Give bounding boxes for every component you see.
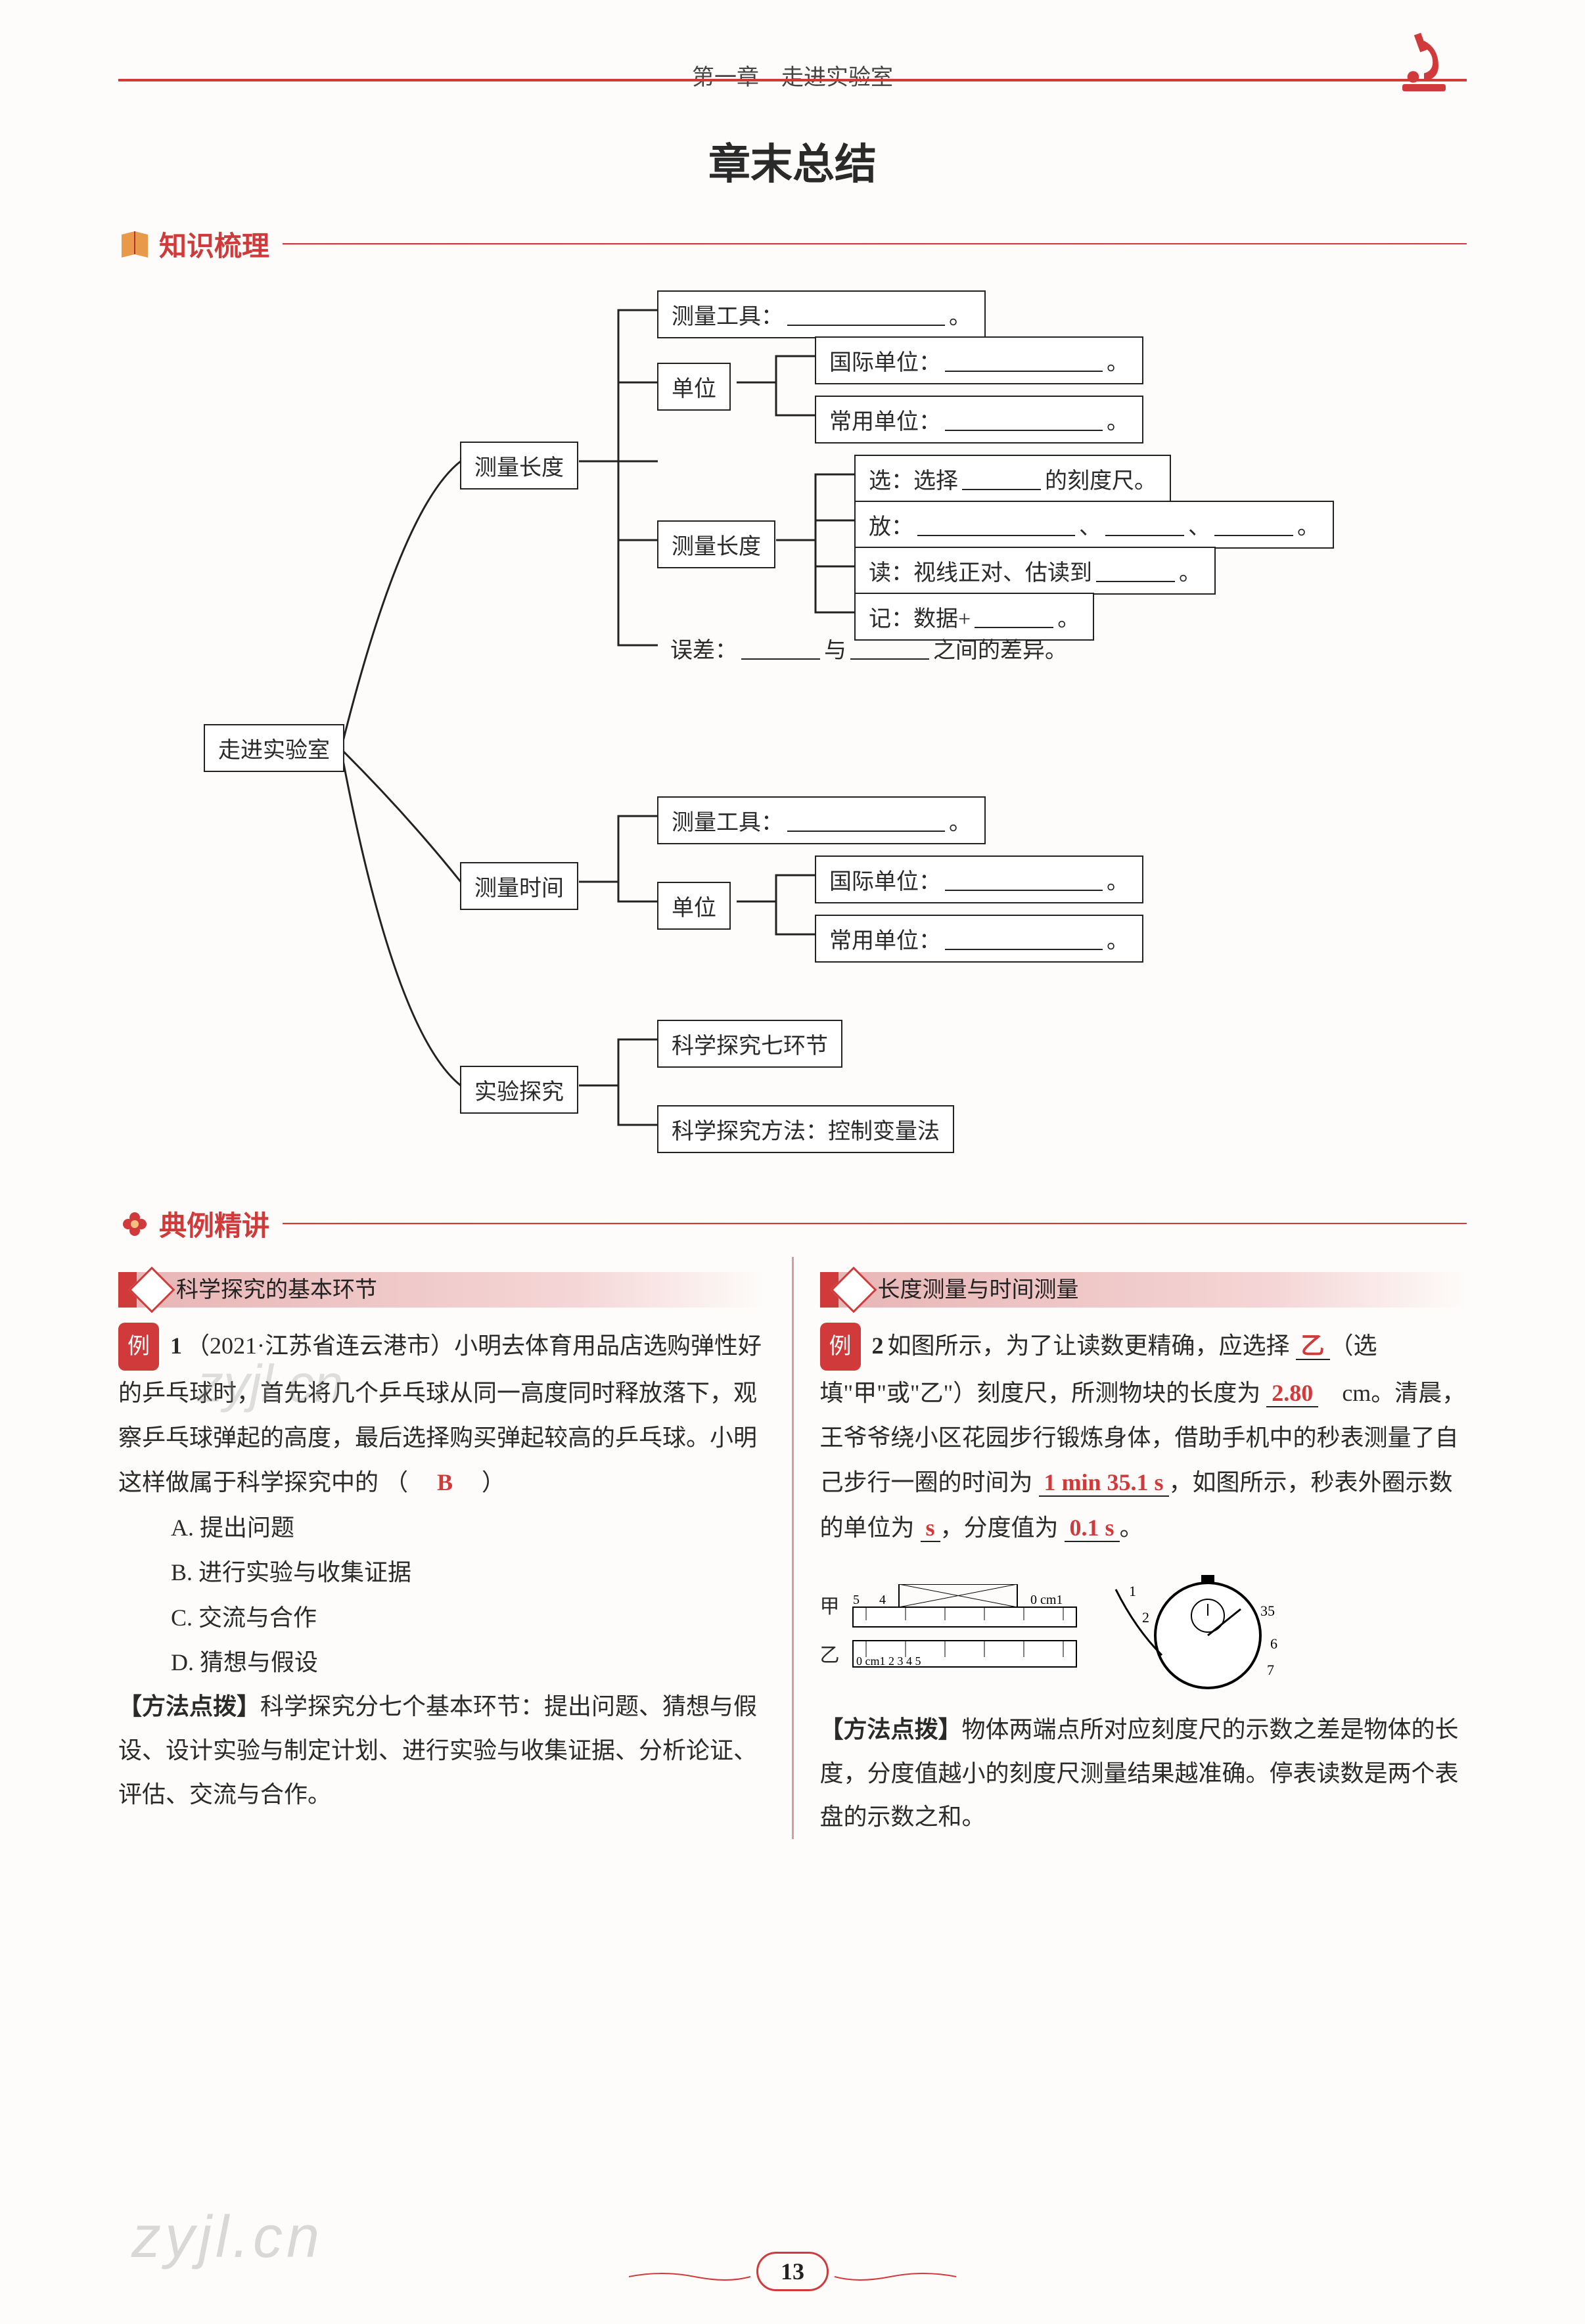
section-outline-header: 知识梳理 bbox=[118, 224, 1467, 264]
ex2-b1: 如图所示，为了让读数更精确，应选择 bbox=[888, 1333, 1290, 1359]
node-experiment: 实验探究 bbox=[460, 1066, 578, 1114]
ex2-a2: 2.80 bbox=[1266, 1380, 1318, 1407]
label: 国际单位： bbox=[829, 344, 941, 376]
node-root: 走进实验室 bbox=[204, 724, 344, 772]
ruler-label-top: 甲 bbox=[820, 1588, 840, 1626]
l2: 与 bbox=[824, 632, 846, 664]
section-examples-header: 典例精讲 bbox=[118, 1204, 1467, 1244]
ruler-figure: 甲 5 4 0 cm1 乙 bbox=[820, 1563, 1467, 1695]
page-title: 章末总结 bbox=[118, 131, 1467, 191]
ruler-label-bottom: 乙 bbox=[820, 1637, 840, 1674]
node-measure-length: 测量长度 bbox=[460, 442, 578, 490]
topic-banner-right: 长度测量与时间测量 bbox=[820, 1270, 1467, 1310]
svg-text:0 cm1 2 3 4 5: 0 cm1 2 3 4 5 bbox=[856, 1654, 921, 1668]
label: 国际单位： bbox=[829, 863, 941, 896]
section-outline-title: 知识梳理 bbox=[159, 224, 269, 264]
two-column-layout: 科学探究的基本环节 例 1（2021·江苏省连云港市）小明去体育用品店选购弹性好… bbox=[118, 1257, 1467, 1839]
ex2-a1: 乙 bbox=[1296, 1333, 1330, 1360]
node-common-unit2: 常用单位：。 bbox=[815, 915, 1143, 963]
node-inquiry-method: 科学探究方法：控制变量法 bbox=[657, 1105, 954, 1153]
microscope-icon bbox=[1388, 26, 1460, 99]
section-examples-title: 典例精讲 bbox=[159, 1204, 269, 1244]
option-a: A. 提出问题 bbox=[118, 1505, 766, 1550]
example-1-num: 1 bbox=[170, 1333, 182, 1359]
example-tag2: 例 bbox=[820, 1323, 861, 1371]
example-tag: 例 bbox=[118, 1323, 159, 1371]
section-underline bbox=[283, 243, 1467, 245]
node-step-place: 放：、、。 bbox=[854, 501, 1334, 549]
label: 选：选择 bbox=[869, 463, 958, 495]
example-2-num: 2 bbox=[872, 1333, 884, 1359]
label: 放： bbox=[869, 509, 913, 541]
flower-icon bbox=[118, 1208, 151, 1241]
node-step-read: 读：视线正对、估读到。 bbox=[854, 547, 1216, 595]
label: 常用单位： bbox=[829, 403, 941, 436]
node-measure-time: 测量时间 bbox=[460, 862, 578, 910]
page-number: 13 bbox=[756, 2252, 829, 2291]
book-icon bbox=[118, 228, 151, 261]
topic-banner-left: 科学探究的基本环节 bbox=[118, 1270, 766, 1310]
option-c: C. 交流与合作 bbox=[118, 1595, 766, 1640]
footer-ornament-left bbox=[622, 2267, 754, 2287]
svg-text:7: 7 bbox=[1267, 1662, 1274, 1678]
example-1-answer: B bbox=[432, 1469, 458, 1495]
method-label2: 【方法点拨】 bbox=[820, 1716, 962, 1743]
svg-text:1: 1 bbox=[1129, 1583, 1136, 1599]
node-common-unit1: 常用单位：。 bbox=[815, 396, 1143, 444]
example-2-method: 【方法点拨】物体两端点所对应刻度尺的示数之差是物体的长度，分度值越小的刻度尺测量… bbox=[820, 1708, 1467, 1839]
right-column: 长度测量与时间测量 例 2如图所示，为了让读数更精确，应选择 乙（选填"甲"或"… bbox=[820, 1257, 1467, 1839]
ex2-b5: ，分度值为 bbox=[940, 1515, 1059, 1541]
example-1-method: 【方法点拨】科学探究分七个基本环节：提出问题、猜想与假设、设计实验与制定计划、进… bbox=[118, 1685, 766, 1816]
node-error: 误差： 与 之间的差异。 bbox=[657, 626, 1080, 671]
topic-left-text: 科学探究的基本环节 bbox=[176, 1269, 377, 1311]
chapter-label: 第一章 走进实验室 bbox=[118, 59, 1467, 91]
section-underline2 bbox=[283, 1223, 1467, 1225]
svg-text:5: 5 bbox=[853, 1593, 860, 1607]
watermark-mid: zyjl.cn bbox=[197, 1354, 343, 1414]
page-footer: 13 bbox=[0, 2252, 1585, 2291]
column-divider bbox=[792, 1257, 794, 1839]
node-intl-unit2: 国际单位：。 bbox=[815, 855, 1143, 903]
stopwatch-svg: 12 35 6 7 bbox=[1103, 1563, 1287, 1695]
example-2: 例 2如图所示，为了让读数更精确，应选择 乙（选填"甲"或"乙"）刻度尺，所测物… bbox=[820, 1323, 1467, 1550]
method-label: 【方法点拨】 bbox=[118, 1693, 260, 1720]
header-rule bbox=[118, 79, 1467, 81]
topic-right-text: 长度测量与时间测量 bbox=[878, 1269, 1079, 1311]
node-tool1-label: 测量工具： bbox=[672, 298, 783, 330]
footer-ornament-right bbox=[831, 2267, 963, 2287]
ex2-a3: 1 min 35.1 s bbox=[1039, 1469, 1169, 1497]
ruler-top-svg: 5 4 0 cm1 bbox=[846, 1584, 1083, 1630]
option-b: B. 进行实验与收集证据 bbox=[118, 1550, 766, 1595]
label: 常用单位： bbox=[829, 923, 941, 955]
concept-diagram: 走进实验室 测量长度 测量时间 实验探究 测量工具：。 单位 国际单位：。 常用… bbox=[118, 277, 1467, 1184]
label: 读：视线正对、估读到 bbox=[869, 555, 1092, 587]
node-tool1: 测量工具：。 bbox=[657, 290, 986, 338]
svg-text:35: 35 bbox=[1260, 1603, 1275, 1619]
label: 测量工具： bbox=[672, 804, 783, 836]
label2: 的刻度尺。 bbox=[1045, 463, 1157, 495]
node-inquiry-steps: 科学探究七环节 bbox=[657, 1020, 842, 1068]
svg-text:2: 2 bbox=[1142, 1609, 1149, 1626]
svg-text:0 cm1: 0 cm1 bbox=[1030, 1593, 1063, 1607]
node-unit2: 单位 bbox=[657, 882, 731, 930]
option-d: D. 猜想与假设 bbox=[118, 1640, 766, 1685]
node-tool2: 测量工具：。 bbox=[657, 796, 986, 844]
svg-text:6: 6 bbox=[1270, 1635, 1277, 1652]
node-unit1: 单位 bbox=[657, 363, 731, 411]
left-column: 科学探究的基本环节 例 1（2021·江苏省连云港市）小明去体育用品店选购弹性好… bbox=[118, 1257, 766, 1839]
l3: 之间的差异。 bbox=[933, 632, 1067, 664]
svg-text:4: 4 bbox=[879, 1593, 886, 1607]
l1: 误差： bbox=[670, 632, 737, 664]
node-intl-unit1: 国际单位：。 bbox=[815, 336, 1143, 384]
ex2-a5: 0.1 s bbox=[1065, 1515, 1120, 1542]
ex2-a4: s bbox=[921, 1515, 940, 1542]
node-step-select: 选：选择 的刻度尺。 bbox=[854, 455, 1171, 503]
ruler-bottom-svg: 0 cm1 2 3 4 5 bbox=[846, 1637, 1083, 1674]
ex2-b6: 。 bbox=[1120, 1515, 1143, 1541]
node-measure-length2: 测量长度 bbox=[657, 520, 775, 568]
